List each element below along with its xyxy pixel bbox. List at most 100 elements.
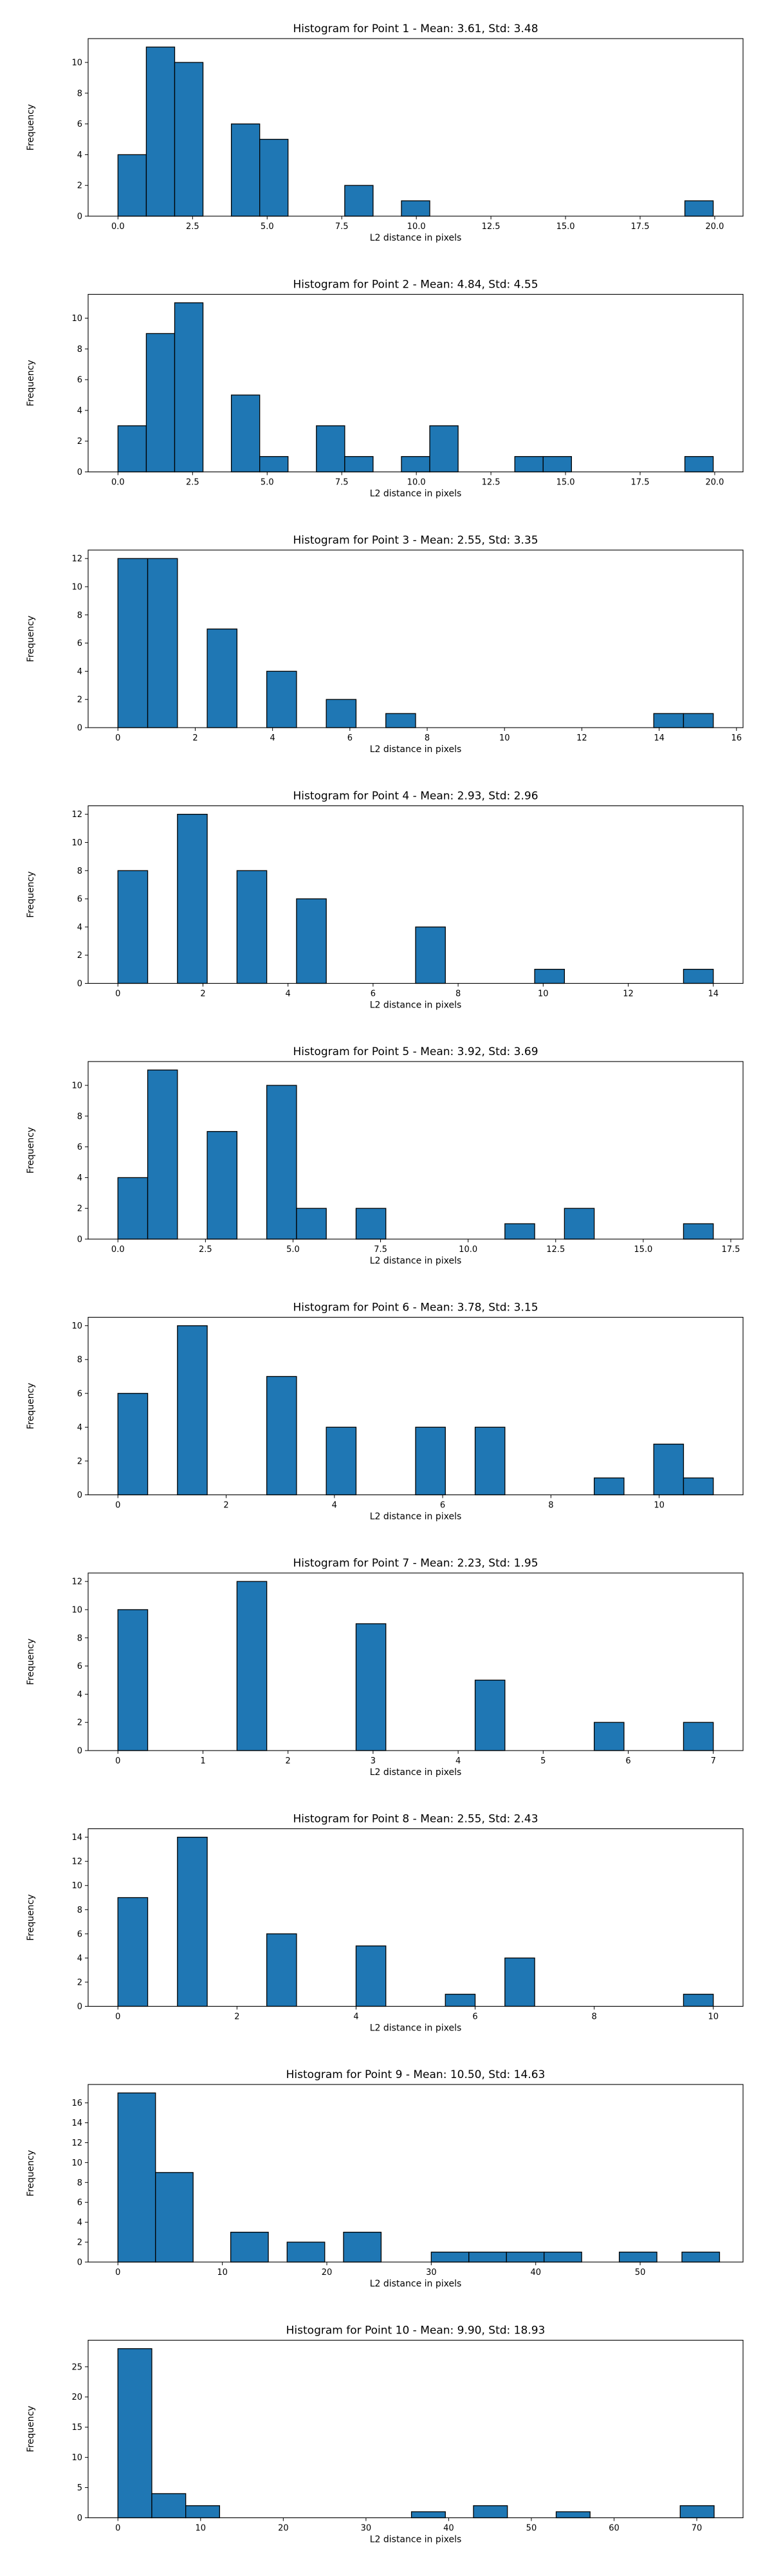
x-tick-label: 17.5 bbox=[631, 478, 650, 488]
x-tick-label: 10 bbox=[708, 2012, 719, 2022]
x-tick-label: 0 bbox=[115, 733, 120, 743]
y-tick-label: 0 bbox=[77, 468, 82, 477]
x-tick-label: 12.5 bbox=[546, 1245, 565, 1255]
histogram-bar bbox=[683, 1477, 714, 1496]
y-tick-label: 12 bbox=[71, 1578, 82, 1587]
y-axis-label: Frequency bbox=[26, 2150, 36, 2196]
y-tick-label: 10 bbox=[71, 582, 82, 592]
y-tick-label: 14 bbox=[71, 2119, 82, 2128]
histogram-bar bbox=[145, 333, 176, 473]
histogram-bar bbox=[653, 1443, 685, 1496]
histogram-bar bbox=[117, 1609, 149, 1751]
chart-title: Histogram for Point 4 - Mean: 2.93, Std:… bbox=[293, 790, 538, 803]
x-tick-label: 0 bbox=[115, 1756, 120, 1766]
chart-title: Histogram for Point 1 - Mean: 3.61, Std:… bbox=[293, 23, 538, 35]
histogram-bar bbox=[430, 2251, 470, 2263]
histogram-bar bbox=[401, 455, 430, 473]
y-tick-label: 10 bbox=[71, 314, 82, 324]
x-tick-label: 12.5 bbox=[482, 478, 501, 488]
y-tick-label: 0 bbox=[77, 724, 82, 733]
x-tick-label: 0 bbox=[115, 1501, 120, 1511]
x-tick-label: 4 bbox=[332, 1501, 337, 1511]
x-tick-label: 40 bbox=[443, 2524, 454, 2534]
chart-title: Histogram for Point 3 - Mean: 2.55, Std:… bbox=[293, 534, 538, 547]
x-tick-label: 10 bbox=[499, 733, 510, 743]
y-tick-label: 6 bbox=[77, 1929, 82, 1939]
histogram-bar bbox=[355, 1945, 387, 2007]
histogram-bar bbox=[415, 926, 446, 984]
y-tick-label: 6 bbox=[77, 1143, 82, 1152]
histogram-panel-10: Histogram for Point 10 - Mean: 9.90, Std… bbox=[26, 2324, 744, 2545]
histogram-bar bbox=[544, 2251, 582, 2263]
x-tick-label: 10.0 bbox=[407, 478, 426, 488]
y-tick-label: 10 bbox=[71, 1081, 82, 1091]
y-tick-label: 10 bbox=[71, 2453, 82, 2463]
histogram-bar bbox=[117, 425, 147, 473]
y-tick-label: 4 bbox=[77, 667, 82, 677]
histogram-bar bbox=[117, 1177, 149, 1240]
y-tick-label: 10 bbox=[71, 59, 82, 68]
y-tick-label: 4 bbox=[77, 151, 82, 160]
y-tick-label: 10 bbox=[71, 1321, 82, 1331]
y-tick-label: 8 bbox=[77, 611, 82, 620]
x-tick-label: 6 bbox=[625, 1756, 630, 1766]
plot-frame bbox=[87, 1828, 744, 2007]
histogram-bar bbox=[473, 2505, 508, 2519]
histogram-bar bbox=[401, 200, 430, 217]
y-tick-label: 0 bbox=[77, 2514, 82, 2523]
histogram-bar bbox=[266, 1085, 297, 1240]
histogram-bar bbox=[117, 1897, 149, 2007]
y-axis-label: Frequency bbox=[26, 1127, 36, 1173]
x-tick-label: 4 bbox=[286, 989, 291, 999]
y-axis-label: Frequency bbox=[26, 1383, 36, 1429]
x-tick-label: 6 bbox=[347, 733, 353, 743]
histogram-bar bbox=[147, 1069, 178, 1240]
x-axis-label: L2 distance in pixels bbox=[370, 1256, 462, 1266]
plot-frame bbox=[87, 293, 744, 473]
histogram-bar bbox=[683, 713, 714, 728]
x-tick-label: 60 bbox=[609, 2524, 620, 2534]
y-tick-label: 20 bbox=[71, 2393, 82, 2402]
histogram-bar bbox=[534, 968, 565, 984]
y-tick-label: 6 bbox=[77, 895, 82, 905]
histogram-bar bbox=[266, 670, 297, 728]
y-tick-label: 8 bbox=[77, 89, 82, 98]
x-tick-label: 7.5 bbox=[374, 1245, 387, 1255]
x-tick-label: 5.0 bbox=[261, 222, 274, 232]
x-tick-label: 0.0 bbox=[111, 1245, 125, 1255]
x-tick-label: 30 bbox=[361, 2524, 372, 2534]
histogram-bar bbox=[684, 200, 714, 217]
x-tick-label: 4 bbox=[353, 2012, 358, 2022]
y-axis-label: Frequency bbox=[26, 2406, 36, 2452]
y-tick-label: 0 bbox=[77, 212, 82, 222]
y-tick-label: 4 bbox=[77, 406, 82, 416]
histogram-bar bbox=[593, 1722, 625, 1751]
histogram-bar bbox=[415, 1426, 446, 1496]
histogram-bar bbox=[230, 394, 261, 473]
x-tick-label: 40 bbox=[530, 2268, 541, 2277]
y-tick-label: 0 bbox=[77, 979, 82, 989]
y-tick-label: 2 bbox=[77, 1204, 82, 1214]
histogram-bar bbox=[683, 1722, 714, 1751]
plot-frame bbox=[87, 1572, 744, 1751]
x-tick-label: 10.0 bbox=[459, 1245, 477, 1255]
y-tick-label: 8 bbox=[77, 1356, 82, 1365]
x-tick-label: 2.5 bbox=[186, 478, 199, 488]
histogram-bar bbox=[474, 1426, 506, 1496]
x-tick-label: 5.0 bbox=[261, 478, 274, 488]
y-tick-label: 6 bbox=[77, 120, 82, 129]
x-tick-label: 0 bbox=[115, 2012, 120, 2022]
y-tick-label: 8 bbox=[77, 345, 82, 354]
y-tick-label: 2 bbox=[77, 437, 82, 446]
histogram-bar bbox=[296, 1208, 327, 1240]
plot-frame bbox=[87, 549, 744, 728]
x-tick-label: 1 bbox=[200, 1756, 205, 1766]
y-tick-label: 6 bbox=[77, 1389, 82, 1399]
histogram-panel-6: Histogram for Point 6 - Mean: 3.78, Std:… bbox=[26, 1302, 744, 1522]
y-axis-label: Frequency bbox=[26, 360, 36, 406]
histogram-bar bbox=[259, 138, 289, 217]
y-tick-label: 0 bbox=[77, 1747, 82, 1756]
x-tick-label: 14 bbox=[708, 989, 719, 999]
y-tick-label: 15 bbox=[71, 2423, 82, 2433]
